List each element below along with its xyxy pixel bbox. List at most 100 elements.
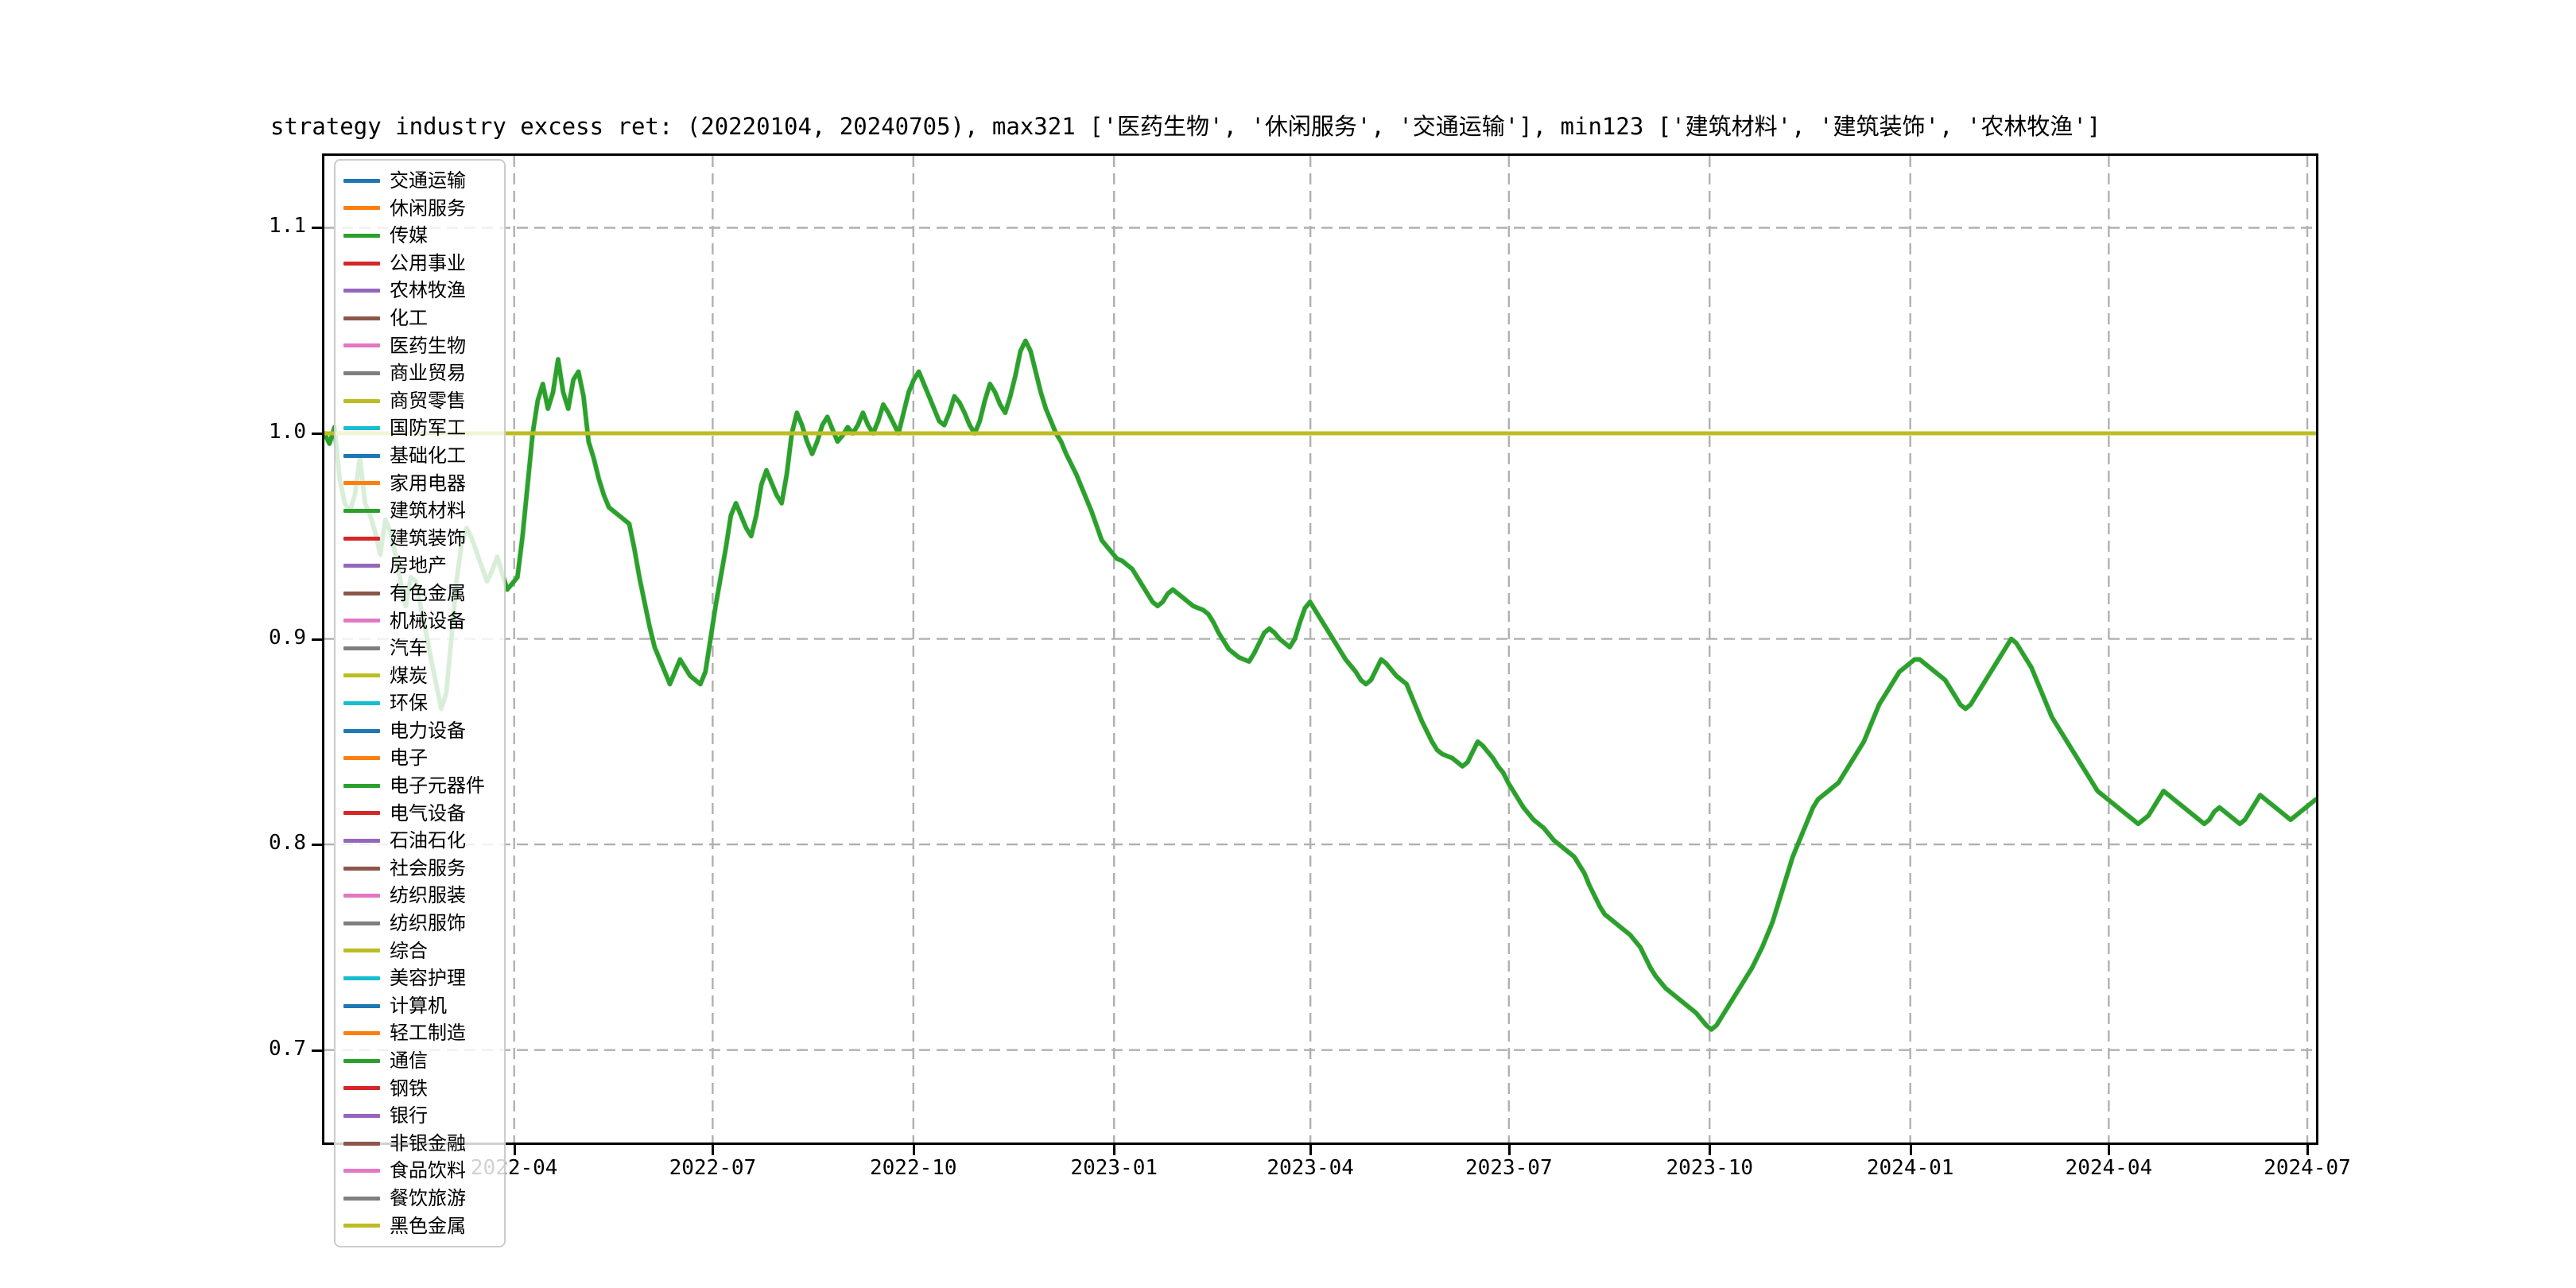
legend-item[interactable]: 建筑材料 [343,497,496,525]
x-tick-label: 2023-10 [1666,1156,1754,1180]
y-tick-label: 0.8 [269,831,306,855]
legend-item[interactable]: 家用电器 [343,470,496,498]
legend-item-label: 房地产 [390,554,447,577]
x-tick-label: 2023-04 [1267,1156,1354,1180]
legend-color-swatch [343,811,380,816]
legend-item-label: 社会服务 [390,856,466,879]
legend-color-swatch [343,673,380,678]
legend-item-label: 电子 [390,747,428,770]
legend-color-swatch [343,536,380,541]
legend-color-swatch [343,1196,380,1201]
legend-item[interactable]: 煤炭 [343,662,496,690]
legend-item[interactable]: 通信 [343,1047,496,1075]
legend-color-swatch [343,564,380,568]
legend-item-label: 交通运输 [390,169,466,192]
legend-item[interactable]: 综合 [343,937,496,965]
legend-item[interactable]: 农林牧渔 [343,277,496,305]
legend-item-label: 美容护理 [390,967,466,990]
plot-clip [324,156,2316,1143]
x-tick-label: 2024-01 [1866,1156,1954,1180]
legend-item[interactable]: 食品饮料 [343,1157,496,1185]
legend-item-label: 石油石化 [390,829,466,852]
legend-item[interactable]: 交通运输 [343,167,496,195]
legend-item[interactable]: 石油石化 [343,827,496,855]
legend-item[interactable]: 房地产 [343,552,496,580]
legend-item[interactable]: 非银金融 [343,1130,496,1158]
legend-item[interactable]: 计算机 [343,992,496,1020]
legend-color-swatch [343,1003,380,1008]
legend-color-swatch [343,783,380,788]
legend-color-swatch [343,453,380,458]
legend-item-label: 农林牧渔 [390,279,466,302]
legend-item[interactable]: 汽车 [343,634,496,662]
legend-color-swatch [343,343,380,348]
x-tick-mark [2306,1145,2310,1155]
legend-color-swatch [343,289,380,293]
legend-color-swatch [343,1224,380,1228]
legend-item-label: 商业贸易 [390,362,466,385]
legend-color-swatch [343,370,380,375]
legend-item[interactable]: 医药生物 [343,332,496,360]
legend-item[interactable]: 餐饮旅游 [343,1185,496,1212]
legend-item[interactable]: 轻工制造 [343,1019,496,1047]
legend-item-label: 商贸零售 [390,389,466,412]
x-tick-mark [1507,1145,1511,1155]
x-tick-mark [712,1145,715,1155]
legend-color-swatch [343,894,380,898]
x-tick-mark [912,1145,915,1155]
legend-item[interactable]: 机械设备 [343,607,496,635]
legend-item[interactable]: 化工 [343,305,496,332]
legend-item[interactable]: 纺织服饰 [343,910,496,937]
legend-item[interactable]: 环保 [343,689,496,717]
x-tick-label: 2023-01 [1070,1156,1158,1180]
legend-item-label: 黑色金属 [390,1214,466,1237]
legend-item[interactable]: 黑色金属 [343,1212,496,1240]
legend-item[interactable]: 电气设备 [343,800,496,828]
legend-item[interactable]: 公用事业 [343,250,496,277]
legend-item[interactable]: 休闲服务 [343,195,496,223]
series-line-ghost [324,338,2316,1033]
legend-color-swatch [343,206,380,211]
legend-color-swatch [343,1169,380,1174]
chart-legend[interactable]: 交通运输休闲服务 传媒 公用事业 农林牧渔化工医药生物商业贸易商贸零售 国防军工 基础化工… [334,159,506,1248]
legend-item[interactable]: 基础化工 [343,442,496,470]
legend-item-label: 机械设备 [390,609,466,632]
y-tick-mark [312,433,322,436]
legend-item[interactable]: 纺织服装 [343,882,496,910]
legend-item[interactable]: 国防军工 [343,414,496,442]
legend-item-label: 银行 [390,1104,428,1127]
legend-item[interactable]: 社会服务 [343,855,496,883]
y-tick-mark [312,844,322,847]
legend-item-label: 化工 [390,306,428,329]
legend-item-label: 钢铁 [390,1077,428,1100]
y-tick-label: 0.7 [269,1036,306,1061]
legend-item[interactable]: 商业贸易 [343,359,496,387]
legend-color-swatch [343,178,380,183]
legend-color-swatch [343,619,380,623]
legend-item[interactable]: 传媒 [343,222,496,250]
legend-item[interactable]: 电力设备 [343,717,496,745]
legend-color-swatch [343,508,380,513]
legend-item[interactable]: 建筑装饰 [343,525,496,553]
legend-item[interactable]: 美容护理 [343,964,496,992]
y-tick-mark [312,1049,322,1052]
legend-color-swatch [343,398,380,403]
legend-item-label: 有色金属 [390,581,466,604]
legend-item[interactable]: 有色金属 [343,580,496,607]
legend-item[interactable]: 电子元器件 [343,772,496,800]
legend-item-label: 综合 [390,939,428,962]
legend-item[interactable]: 银行 [343,1102,496,1130]
legend-item[interactable]: 钢铁 [343,1075,496,1103]
legend-item-label: 建筑材料 [390,499,466,522]
legend-item-label: 餐饮旅游 [390,1186,466,1209]
legend-item-label: 环保 [390,692,428,715]
legend-item-label: 医药生物 [390,334,466,357]
x-tick-mark [1709,1145,1712,1155]
series-lines [324,338,2316,1033]
x-tick-mark [1113,1145,1116,1155]
legend-item[interactable]: 商贸零售 [343,387,496,415]
legend-color-swatch [343,1058,380,1063]
x-tick-label: 2024-04 [2065,1156,2153,1180]
legend-item[interactable]: 电子 [343,744,496,772]
